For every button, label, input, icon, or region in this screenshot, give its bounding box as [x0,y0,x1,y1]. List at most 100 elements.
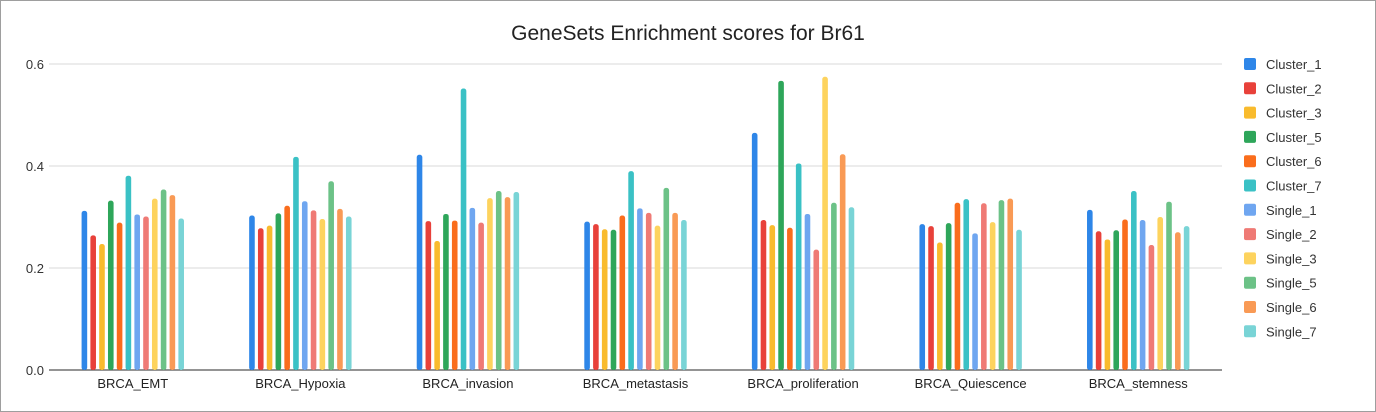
legend-item[interactable]: Single_6 [1244,300,1317,315]
bar-Cluster_3-BRCA_invasion[interactable] [434,240,440,370]
bar-Cluster_7-BRCA_invasion[interactable] [460,88,467,370]
bar-Cluster_5-BRCA_proliferation[interactable] [778,80,784,370]
bar-Single_1-BRCA_Quiescence[interactable] [972,233,978,370]
bar-Single_7-BRCA_stemness[interactable] [1183,226,1190,370]
bar-Single_2-BRCA_Hypoxia[interactable] [310,210,317,370]
bar-Cluster_5-BRCA_EMT[interactable] [107,200,114,370]
bar-Cluster_3-BRCA_EMT[interactable] [99,244,105,370]
bar-Cluster_3-BRCA_proliferation[interactable] [769,225,776,370]
bar-Single_5-BRCA_proliferation[interactable] [831,202,837,370]
bar-Cluster_6-BRCA_invasion[interactable] [451,220,458,370]
bar-Cluster_5-BRCA_stemness[interactable] [1113,230,1120,370]
bar-Single_6-BRCA_Hypoxia[interactable] [337,208,343,370]
bar-Cluster_7-BRCA_metastasis[interactable] [628,171,634,370]
bar-Single_6-BRCA_stemness[interactable] [1175,232,1181,370]
bar-Cluster_2-BRCA_Hypoxia[interactable] [257,228,264,370]
bar-Cluster_3-BRCA_Hypoxia[interactable] [266,225,273,370]
bar-Cluster_7-BRCA_Quiescence[interactable] [963,199,970,370]
bar-Single_3-BRCA_EMT[interactable] [151,198,158,370]
bar-Cluster_1-BRCA_Hypoxia[interactable] [249,215,255,370]
bar-Single_6-BRCA_metastasis[interactable] [672,212,678,370]
bar-Cluster_1-BRCA_EMT[interactable] [81,210,88,370]
bar-Single_7-BRCA_invasion[interactable] [513,192,520,370]
bar-Single_7-BRCA_metastasis[interactable] [681,220,687,370]
bar-Single_6-BRCA_proliferation[interactable] [839,154,846,370]
bar-Single_1-BRCA_stemness[interactable] [1139,220,1146,370]
bar-Single_2-BRCA_metastasis[interactable] [645,212,652,370]
bar-Cluster_2-BRCA_EMT[interactable] [90,235,96,370]
bar-Cluster_3-BRCA_metastasis[interactable] [601,229,608,370]
bar-Single_3-BRCA_invasion[interactable] [487,198,493,370]
bar-Cluster_5-BRCA_Quiescence[interactable] [945,223,952,370]
bar-Single_5-BRCA_stemness[interactable] [1166,201,1172,370]
bar-Single_3-BRCA_stemness[interactable] [1157,217,1164,370]
legend-item[interactable]: Cluster_1 [1244,57,1322,72]
bar-Cluster_2-BRCA_invasion[interactable] [425,221,432,370]
legend-item[interactable]: Single_7 [1244,324,1317,339]
bar-Single_3-BRCA_Hypoxia[interactable] [319,219,326,370]
bar-Cluster_7-BRCA_stemness[interactable] [1131,190,1137,370]
bar-Single_3-BRCA_metastasis[interactable] [654,225,661,370]
legend-item[interactable]: Cluster_5 [1244,130,1322,145]
bar-Cluster_7-BRCA_EMT[interactable] [125,175,132,370]
bar-Cluster_1-BRCA_Quiescence[interactable] [919,224,926,370]
legend-item[interactable]: Cluster_6 [1244,154,1322,169]
bar-Single_1-BRCA_proliferation[interactable] [804,213,811,370]
bar-Single_1-BRCA_invasion[interactable] [469,207,476,370]
bar-Cluster_1-BRCA_stemness[interactable] [1087,209,1093,370]
bar-Cluster_1-BRCA_metastasis[interactable] [584,221,590,370]
bar-Cluster_5-BRCA_Hypoxia[interactable] [275,213,282,370]
legend-item[interactable]: Cluster_7 [1244,179,1322,194]
bar-Single_2-BRCA_stemness[interactable] [1148,245,1155,370]
bar-Cluster_5-BRCA_metastasis[interactable] [610,229,617,370]
bar-Single_7-BRCA_Hypoxia[interactable] [345,216,352,370]
bar-Cluster_3-BRCA_stemness[interactable] [1104,239,1111,370]
legend-item[interactable]: Cluster_3 [1244,106,1322,121]
bar-Cluster_6-BRCA_Hypoxia[interactable] [284,205,290,370]
bar-Single_5-BRCA_metastasis[interactable] [663,187,670,370]
bar-Single_5-BRCA_Quiescence[interactable] [998,200,1005,370]
bar-Cluster_1-BRCA_invasion[interactable] [416,154,423,370]
bar-Cluster_6-BRCA_metastasis[interactable] [619,215,626,370]
bar-Cluster_6-BRCA_EMT[interactable] [116,222,123,370]
bar-Single_5-BRCA_EMT[interactable] [160,189,167,370]
bar-Single_2-BRCA_Quiescence[interactable] [981,203,987,370]
legend-item[interactable]: Single_2 [1244,227,1317,242]
bar-Cluster_1-BRCA_proliferation[interactable] [751,132,758,370]
bar-Cluster_7-BRCA_Hypoxia[interactable] [293,156,299,370]
bar-Cluster_3-BRCA_Quiescence[interactable] [937,242,943,371]
legend-item[interactable]: Cluster_2 [1244,81,1322,96]
bar-Single_5-BRCA_Hypoxia[interactable] [328,181,334,370]
legend-item[interactable]: Single_1 [1244,203,1317,218]
bar-Single_1-BRCA_EMT[interactable] [134,214,140,370]
bar-Cluster_2-BRCA_stemness[interactable] [1095,231,1102,370]
legend-item[interactable]: Single_3 [1244,251,1317,266]
bar-Cluster_6-BRCA_proliferation[interactable] [787,227,793,370]
bar-Cluster_2-BRCA_proliferation[interactable] [760,220,767,370]
bar-Single_2-BRCA_EMT[interactable] [143,216,149,370]
bar-Single_1-BRCA_Hypoxia[interactable] [301,201,308,370]
legend-swatch [1244,325,1256,338]
bar-Cluster_6-BRCA_stemness[interactable] [1122,219,1128,370]
legend-swatch [1244,276,1256,289]
bar-Single_7-BRCA_proliferation[interactable] [848,207,855,370]
bar-Cluster_7-BRCA_proliferation[interactable] [795,163,802,370]
bar-Single_7-BRCA_EMT[interactable] [178,218,184,370]
bar-Single_5-BRCA_invasion[interactable] [495,190,502,370]
bar-Cluster_2-BRCA_Quiescence[interactable] [928,226,934,370]
bar-Single_6-BRCA_invasion[interactable] [504,197,511,370]
bar-Single_6-BRCA_Quiescence[interactable] [1007,198,1014,370]
bar-Single_6-BRCA_EMT[interactable] [169,195,176,370]
bar-Cluster_5-BRCA_invasion[interactable] [443,213,449,370]
x-category-label: BRCA_metastasis [583,376,689,391]
bar-Cluster_6-BRCA_Quiescence[interactable] [954,202,961,370]
bar-Single_3-BRCA_Quiescence[interactable] [989,222,996,370]
legend-item[interactable]: Single_5 [1244,276,1317,291]
bar-Cluster_2-BRCA_metastasis[interactable] [593,224,599,370]
bar-Single_3-BRCA_proliferation[interactable] [822,76,828,370]
bar-Single_2-BRCA_invasion[interactable] [478,222,484,370]
bar-Single_7-BRCA_Quiescence[interactable] [1016,229,1022,370]
bar-Single_1-BRCA_metastasis[interactable] [637,208,643,370]
bar-Single_2-BRCA_proliferation[interactable] [813,249,820,370]
